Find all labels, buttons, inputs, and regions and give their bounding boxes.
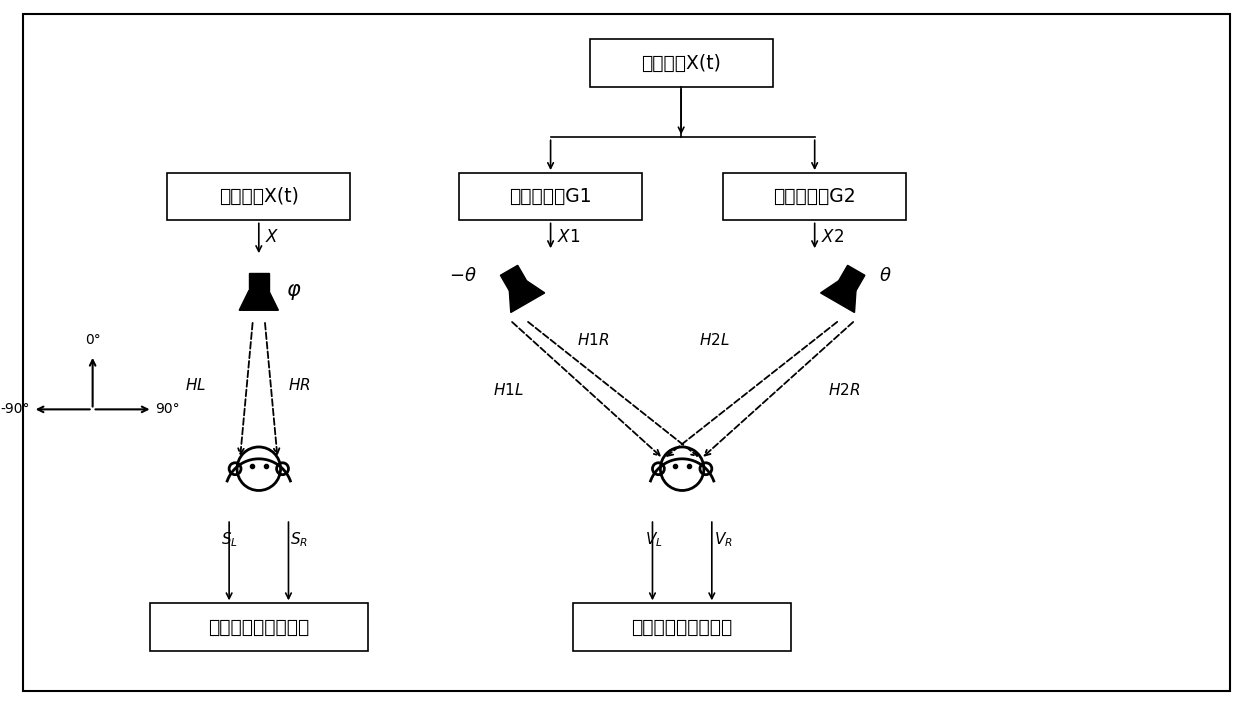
Text: -90°: -90° [0,403,30,417]
Polygon shape [510,281,544,312]
Text: $\theta$: $\theta$ [879,266,892,285]
Text: $HL$: $HL$ [185,376,206,393]
Text: $S_L$: $S_L$ [221,530,238,548]
Text: 90°: 90° [155,403,180,417]
Text: 双扬声器的双耳信号: 双扬声器的双耳信号 [631,618,733,637]
Bar [590,39,773,87]
Bar [150,603,367,651]
Text: 权值滤波器G1: 权值滤波器G1 [510,188,591,207]
Text: $H1L$: $H1L$ [494,381,525,398]
Text: $H2L$: $H2L$ [699,332,729,348]
Text: $H1R$: $H1R$ [578,332,610,348]
Text: 0°: 0° [84,333,100,347]
Text: 声源信号X(t): 声源信号X(t) [219,188,299,207]
Text: $V_L$: $V_L$ [645,530,662,548]
Text: $\varphi$: $\varphi$ [286,281,303,302]
Text: $X1$: $X1$ [557,228,580,246]
Bar [723,173,906,221]
Bar [573,603,791,651]
Polygon shape [249,273,269,290]
Text: $V_R$: $V_R$ [714,530,733,548]
Polygon shape [838,265,864,290]
Text: 权值滤波器G2: 权值滤波器G2 [774,188,856,207]
Bar [459,173,642,221]
Text: 声源信号X(t): 声源信号X(t) [641,54,722,73]
Text: 单扬声器的双耳信号: 单扬声器的双耳信号 [208,618,310,637]
Text: $-\theta$: $-\theta$ [449,266,476,285]
Polygon shape [501,265,527,290]
Bar [167,173,350,221]
Text: $X$: $X$ [264,228,279,246]
Text: $H2R$: $H2R$ [827,381,859,398]
Text: $S_R$: $S_R$ [290,530,309,548]
Text: $HR$: $HR$ [289,376,311,393]
Polygon shape [239,290,279,310]
Text: $X2$: $X2$ [821,228,843,246]
Polygon shape [821,281,856,312]
